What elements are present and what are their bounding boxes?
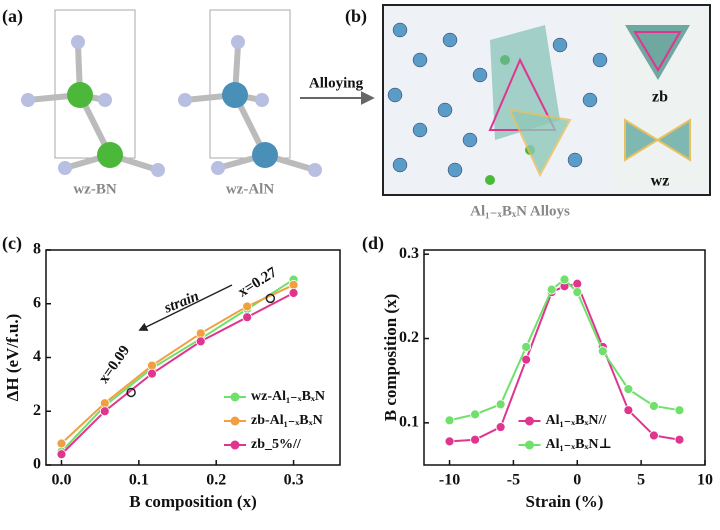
structure-wz-aln bbox=[178, 9, 322, 177]
arrow-label: Alloying bbox=[309, 75, 364, 91]
panel-label: (c) bbox=[2, 233, 22, 254]
x-axis-label: Strain (%) bbox=[526, 492, 604, 511]
alloy-structure: zb wz bbox=[382, 4, 711, 196]
data-point bbox=[56, 449, 67, 460]
legend-label: Al₁₋ₓBₓN// bbox=[546, 413, 608, 428]
data-point bbox=[623, 384, 634, 395]
data-point bbox=[649, 401, 659, 411]
highlight-point bbox=[265, 293, 276, 304]
data-point bbox=[242, 312, 253, 323]
legend-swatch bbox=[230, 392, 240, 402]
data-point bbox=[572, 278, 583, 289]
legend-label: Al₁₋ₓBₓN⊥ bbox=[546, 437, 613, 452]
legend-label: zb-Al₁₋ₓBₓN bbox=[251, 413, 323, 428]
y-tick-label: 0 bbox=[33, 456, 41, 473]
data-point bbox=[559, 274, 570, 285]
data-point bbox=[521, 342, 532, 352]
data-point bbox=[56, 438, 67, 449]
data-point bbox=[470, 434, 480, 445]
data-point bbox=[495, 422, 506, 432]
panel-label: (b) bbox=[345, 6, 367, 27]
data-point bbox=[444, 436, 455, 447]
structure-label: wz-AlN bbox=[226, 181, 274, 197]
data-point bbox=[195, 328, 206, 339]
series-line bbox=[60, 292, 295, 455]
data-point bbox=[99, 406, 110, 417]
x-tick-label: 0.1 bbox=[129, 472, 149, 489]
panel-label: (d) bbox=[362, 233, 384, 254]
panel-label: (a) bbox=[2, 6, 23, 27]
x-tick-label: -10 bbox=[439, 472, 460, 489]
annotation: x=0.09 bbox=[96, 343, 133, 387]
data-point bbox=[147, 360, 157, 371]
y-tick-label: 8 bbox=[33, 241, 41, 258]
data-point bbox=[649, 430, 659, 441]
legend-swatch bbox=[525, 440, 534, 450]
inset-label: wz bbox=[651, 173, 670, 190]
data-point bbox=[147, 368, 157, 379]
data-point bbox=[99, 398, 110, 409]
series-line bbox=[60, 278, 295, 453]
data-point bbox=[470, 409, 480, 420]
x-axis-label: B composition (x) bbox=[129, 492, 257, 511]
data-point bbox=[597, 346, 608, 357]
x-tick-label: 0.0 bbox=[51, 472, 71, 489]
data-point bbox=[623, 405, 634, 416]
y-tick-label: 0.3 bbox=[399, 245, 419, 262]
legend-swatch bbox=[525, 416, 534, 426]
x-tick-label: 10 bbox=[697, 472, 713, 489]
structure-label: wz-BN bbox=[73, 181, 116, 197]
y-axis-label: B composition (x) bbox=[381, 294, 400, 422]
legend-swatch bbox=[230, 440, 240, 450]
series-line bbox=[449, 278, 680, 422]
y-tick-label: 6 bbox=[33, 294, 41, 311]
x-tick-label: -5 bbox=[507, 472, 520, 489]
y-tick-label: 2 bbox=[33, 402, 41, 419]
legend-label: wz-Al₁₋ₓBₓN bbox=[251, 389, 325, 404]
x-tick-label: 5 bbox=[637, 472, 645, 489]
structure-wz-bn bbox=[21, 9, 165, 177]
data-point bbox=[521, 354, 532, 365]
data-point bbox=[444, 415, 455, 426]
data-point bbox=[674, 405, 685, 416]
y-axis-label: ΔH (eV/f.u.) bbox=[3, 314, 22, 402]
y-tick-label: 4 bbox=[33, 348, 41, 365]
legend-label: zb_5%// bbox=[251, 437, 302, 452]
plot-frame bbox=[423, 249, 706, 466]
x-tick-label: 0.2 bbox=[206, 472, 226, 489]
data-point bbox=[242, 301, 253, 312]
alloy-caption: Al₁₋ₓBₓN Alloys bbox=[470, 203, 570, 219]
data-point bbox=[572, 287, 583, 298]
data-point bbox=[546, 284, 557, 295]
annotation-arrow bbox=[138, 284, 233, 331]
data-point bbox=[674, 434, 685, 445]
x-tick-label: 0.3 bbox=[284, 472, 304, 489]
legend-swatch bbox=[230, 416, 240, 426]
y-tick-label: 0.1 bbox=[399, 414, 419, 431]
data-point bbox=[195, 336, 206, 347]
data-point bbox=[288, 288, 299, 298]
series-line bbox=[60, 284, 294, 445]
data-point bbox=[288, 280, 299, 290]
highlight-point bbox=[126, 387, 136, 398]
x-tick-label: 0 bbox=[573, 472, 581, 489]
data-point bbox=[495, 399, 506, 410]
y-tick-label: 0.2 bbox=[399, 329, 419, 346]
inset-label: zb bbox=[652, 89, 668, 106]
